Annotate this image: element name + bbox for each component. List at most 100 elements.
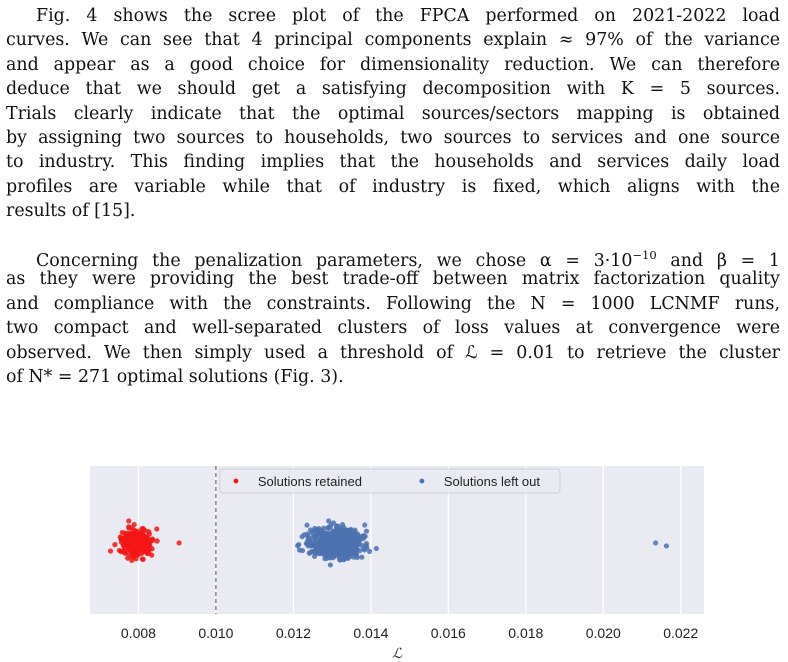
text-line: profiles are variable while that of indu… — [6, 176, 780, 197]
text-line: curves. We can see that 4 principal comp… — [6, 30, 780, 51]
data-point — [359, 554, 365, 560]
data-point — [127, 533, 133, 539]
data-point — [304, 531, 310, 537]
x-tick-label: 0.012 — [276, 625, 311, 641]
data-point — [330, 520, 337, 526]
data-point — [126, 518, 132, 524]
data-point — [126, 539, 132, 545]
data-point — [324, 555, 330, 561]
data-point — [328, 544, 334, 551]
data-point — [304, 541, 310, 547]
data-point — [652, 540, 659, 546]
data-point — [122, 550, 128, 556]
data-point — [330, 537, 337, 543]
text-line: two compact and well-separated clusters … — [6, 318, 780, 339]
data-point — [339, 543, 345, 550]
data-point — [125, 555, 131, 561]
data-point — [316, 540, 323, 546]
x-tick-label: 0.008 — [121, 625, 156, 641]
legend: Solutions retained Solutions left out — [219, 468, 561, 494]
text-line: as they were providing the best trade-of… — [6, 269, 780, 290]
text-line: and compliance with the constraints. Fol… — [6, 293, 780, 314]
data-point — [354, 531, 361, 537]
data-point — [135, 542, 141, 548]
data-point — [141, 539, 147, 545]
data-point — [107, 548, 114, 554]
data-point — [308, 543, 314, 549]
data-point — [363, 543, 369, 549]
data-point — [352, 551, 359, 557]
x-tick-label: 0.018 — [508, 625, 543, 641]
text-line: Fig. 4 shows the scree plot of the FPCA … — [36, 6, 780, 26]
paragraph-penalization: Concerning the penalization parameters, … — [6, 243, 780, 389]
data-point — [345, 542, 351, 548]
text-line: observed. We then simply used a threshol… — [6, 342, 780, 363]
text-line: and appear as a good choice for dimensio… — [6, 54, 780, 75]
series-left-out — [295, 518, 670, 568]
data-point — [334, 551, 341, 557]
data-point — [295, 543, 301, 549]
legend-label-retained: Solutions retained — [258, 474, 362, 489]
data-point — [305, 536, 312, 542]
data-point — [313, 534, 319, 540]
data-point — [352, 539, 358, 545]
text-line: deduce that we should get a satisfying d… — [6, 79, 780, 100]
legend-label-left-out: Solutions left out — [444, 474, 541, 489]
x-tick-label: 0.020 — [586, 625, 621, 641]
x-tick-label: 0.016 — [431, 625, 466, 641]
data-point — [373, 545, 379, 552]
legend-box — [219, 468, 561, 494]
paragraph-fpca: Fig. 4 shows the scree plot of the FPCA … — [6, 4, 780, 224]
data-point — [357, 548, 363, 554]
data-point — [345, 534, 351, 540]
data-point — [311, 553, 318, 560]
data-point — [128, 548, 134, 554]
x-tick-labels: 0.008 0.010 0.012 0.014 0.016 0.018 0.020 0.022 — [121, 625, 699, 641]
data-point — [147, 537, 153, 543]
data-points — [107, 518, 670, 568]
data-point — [309, 530, 315, 536]
series-retained — [107, 518, 182, 564]
x-tick-label: 0.010 — [198, 625, 233, 641]
loss-scatter-chart: 0.008 0.010 0.012 0.014 0.016 0.018 0.020 0.022… — [90, 466, 704, 660]
text-line: Trials clearly indicate that the optimal… — [6, 103, 780, 124]
data-point — [359, 542, 365, 549]
data-point — [326, 530, 332, 536]
data-point — [132, 551, 138, 557]
text-segment: Concerning the penalization parameters, … — [36, 251, 633, 271]
data-point — [129, 525, 135, 531]
data-point — [133, 531, 139, 537]
data-point — [337, 536, 343, 542]
data-point — [345, 546, 351, 552]
text-line-with-math: Concerning the penalization parameters, … — [6, 243, 780, 271]
data-point — [140, 556, 146, 562]
data-point — [360, 533, 367, 539]
data-point — [135, 537, 141, 543]
data-point — [330, 529, 336, 535]
data-point — [129, 557, 135, 564]
data-point — [346, 552, 352, 558]
x-axis-label: ℒ — [392, 646, 403, 660]
text-segment: and β = 1 — [656, 251, 780, 271]
data-point — [322, 534, 328, 540]
data-point — [363, 528, 370, 534]
text-line: to industry. This finding implies that t… — [6, 152, 780, 173]
data-point — [339, 522, 346, 528]
data-point — [330, 552, 336, 558]
data-point — [176, 540, 182, 546]
data-point — [309, 548, 315, 555]
data-point — [299, 547, 306, 554]
data-point — [313, 527, 319, 533]
x-tick-label: 0.014 — [353, 625, 388, 641]
exponent: −10 — [632, 248, 657, 262]
data-point — [351, 535, 358, 541]
data-point — [154, 526, 160, 532]
data-point — [146, 529, 152, 535]
legend-marker-left-out — [419, 478, 425, 484]
data-point — [325, 525, 331, 531]
x-tick-label: 0.022 — [663, 625, 698, 641]
data-point — [149, 552, 155, 558]
data-point — [154, 538, 160, 544]
data-point — [140, 531, 146, 538]
